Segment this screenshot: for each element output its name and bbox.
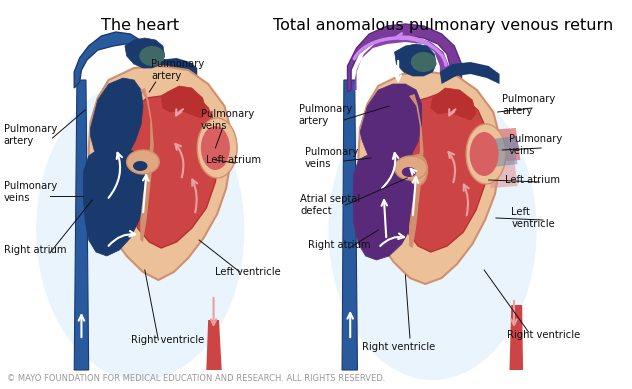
Text: Pulmonary
artery: Pulmonary artery <box>151 59 204 81</box>
Text: Pulmonary
veins: Pulmonary veins <box>305 147 358 169</box>
Ellipse shape <box>197 118 237 178</box>
Ellipse shape <box>394 156 427 180</box>
Polygon shape <box>74 80 88 370</box>
Polygon shape <box>161 86 206 118</box>
Polygon shape <box>125 38 165 68</box>
Polygon shape <box>83 148 147 256</box>
Polygon shape <box>353 36 451 90</box>
Ellipse shape <box>466 124 506 184</box>
Polygon shape <box>206 320 222 370</box>
Polygon shape <box>409 94 423 248</box>
Polygon shape <box>140 88 154 242</box>
Text: Left atrium: Left atrium <box>206 155 261 165</box>
Text: Right ventricle: Right ventricle <box>362 342 435 352</box>
Text: Left ventricle: Left ventricle <box>216 267 281 277</box>
Text: Right atrium: Right atrium <box>4 245 66 255</box>
Polygon shape <box>88 66 231 280</box>
Polygon shape <box>485 148 518 168</box>
Polygon shape <box>394 44 436 76</box>
Polygon shape <box>147 58 197 80</box>
Polygon shape <box>126 90 219 248</box>
Text: Pulmonary
artery: Pulmonary artery <box>299 104 352 126</box>
Text: Pulmonary
artery: Pulmonary artery <box>4 124 57 146</box>
Ellipse shape <box>411 52 436 72</box>
Polygon shape <box>489 156 518 188</box>
Ellipse shape <box>329 80 537 380</box>
Text: Left
ventricle: Left ventricle <box>511 207 555 229</box>
Polygon shape <box>489 128 520 162</box>
Ellipse shape <box>201 126 230 170</box>
Text: Pulmonary
veins: Pulmonary veins <box>201 109 254 131</box>
Text: Atrial septal
defect: Atrial septal defect <box>300 194 361 216</box>
Ellipse shape <box>409 155 427 185</box>
Text: Right atrium: Right atrium <box>308 240 370 250</box>
Polygon shape <box>509 305 523 370</box>
Polygon shape <box>358 72 499 284</box>
Ellipse shape <box>470 132 499 176</box>
Polygon shape <box>342 80 358 370</box>
Polygon shape <box>401 92 489 252</box>
Text: Pulmonary
veins: Pulmonary veins <box>4 181 57 203</box>
Text: Right ventricle: Right ventricle <box>507 330 580 340</box>
Polygon shape <box>348 24 461 92</box>
Polygon shape <box>90 78 143 166</box>
Polygon shape <box>353 152 420 260</box>
Text: Pulmonary
veins: Pulmonary veins <box>509 134 562 156</box>
Text: The heart: The heart <box>101 18 179 33</box>
Polygon shape <box>360 84 422 170</box>
Text: Pulmonary
artery: Pulmonary artery <box>502 94 556 116</box>
Ellipse shape <box>133 161 147 171</box>
Ellipse shape <box>140 46 165 66</box>
Polygon shape <box>485 136 520 152</box>
Polygon shape <box>431 88 476 120</box>
Ellipse shape <box>126 150 159 174</box>
Polygon shape <box>74 32 159 88</box>
Text: Total anomalous pulmonary venous return: Total anomalous pulmonary venous return <box>273 18 614 33</box>
Text: Left atrium: Left atrium <box>505 175 560 185</box>
Ellipse shape <box>402 167 416 177</box>
Ellipse shape <box>36 80 245 380</box>
Polygon shape <box>440 62 499 84</box>
Text: © MAYO FOUNDATION FOR MEDICAL EDUCATION AND RESEARCH. ALL RIGHTS RESERVED.: © MAYO FOUNDATION FOR MEDICAL EDUCATION … <box>7 374 386 383</box>
Text: Right ventricle: Right ventricle <box>131 335 205 345</box>
